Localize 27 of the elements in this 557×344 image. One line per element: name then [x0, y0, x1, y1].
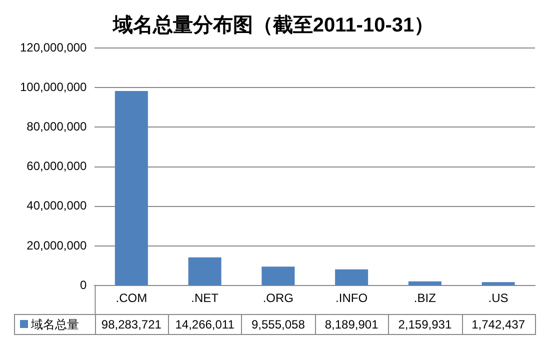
- x-tick-label: .INFO: [336, 291, 368, 306]
- bar: [114, 91, 148, 286]
- bar: [188, 257, 222, 286]
- y-tick-label: 0: [80, 278, 88, 292]
- bar: [335, 269, 368, 286]
- y-tick-label: 100,000,000: [20, 80, 88, 94]
- bar: [482, 282, 515, 286]
- x-tick-label: .COM: [116, 291, 148, 306]
- y-tick-label: 40,000,000: [26, 198, 88, 213]
- y-tick-label: 60,000,000: [26, 159, 88, 174]
- x-tick-label: .BIZ: [414, 291, 436, 306]
- x-tick-label: .NET: [191, 291, 220, 306]
- y-tick-label: 120,000,000: [20, 40, 88, 54]
- data-label: 98,283,721: [101, 317, 162, 332]
- data-label: 1,742,437: [472, 317, 526, 332]
- data-label: 2,159,931: [398, 317, 452, 332]
- chart-title: 域名总量分布图（截至2011-10-31）: [112, 14, 434, 37]
- y-tick-label: 20,000,000: [26, 238, 88, 252]
- data-label: 14,266,011: [175, 317, 235, 332]
- x-tick-label: .ORG: [262, 291, 294, 306]
- data-label: 9,555,058: [251, 317, 306, 332]
- legend-label: 域名总量: [30, 317, 79, 332]
- bar: [262, 266, 295, 286]
- data-label: 8,189,901: [324, 317, 379, 332]
- x-tick-label: .US: [488, 291, 508, 306]
- y-tick-label: 80,000,000: [26, 120, 88, 134]
- bar: [408, 281, 442, 286]
